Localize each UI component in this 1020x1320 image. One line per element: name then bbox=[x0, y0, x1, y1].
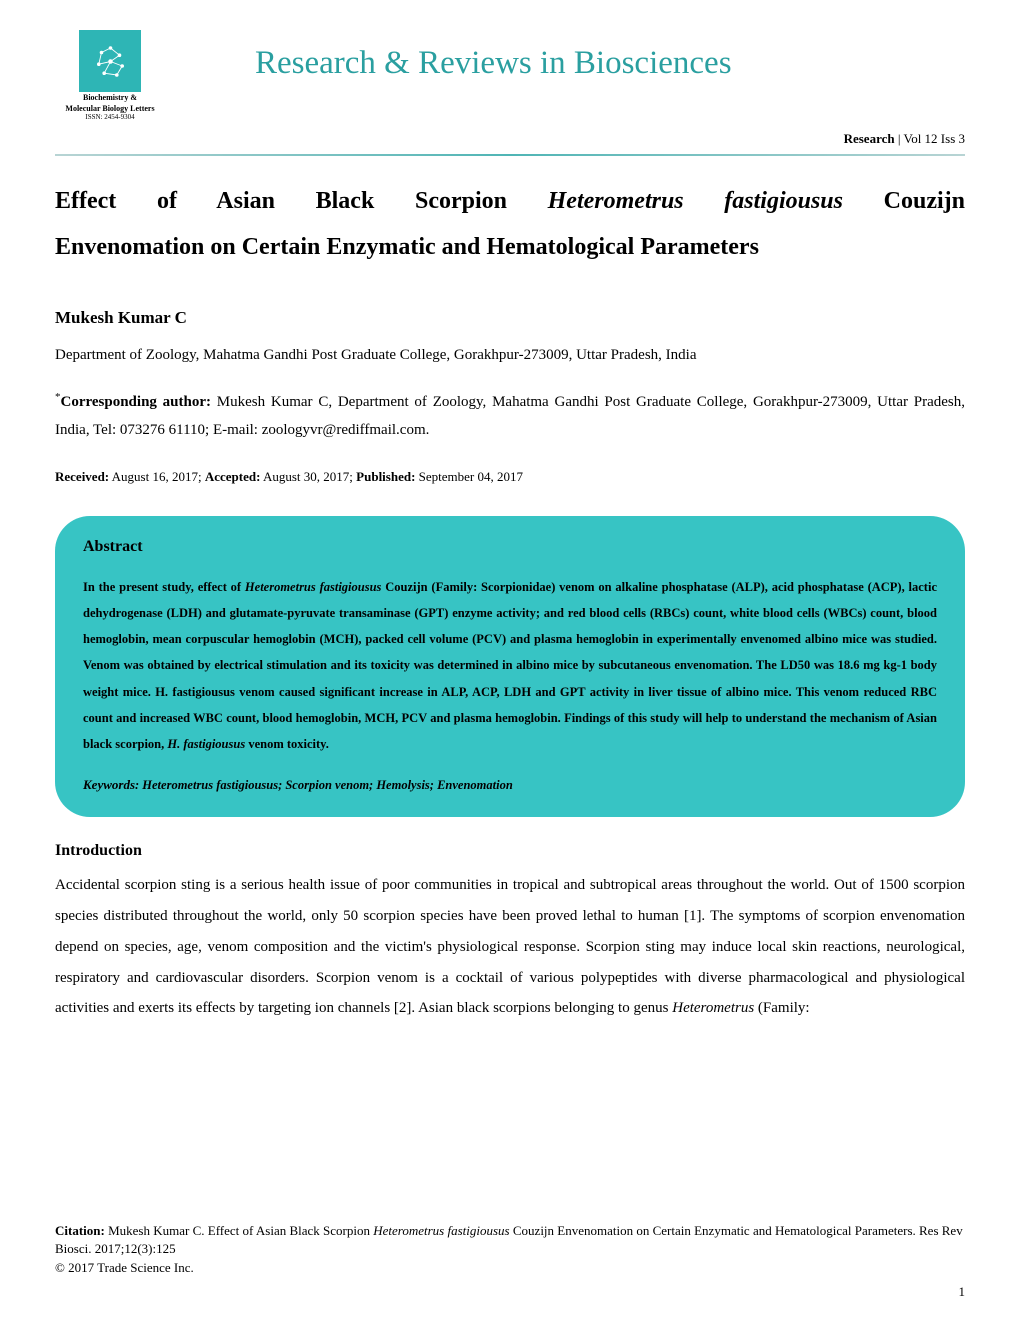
header-divider bbox=[55, 154, 965, 156]
research-rest: | Vol 12 Iss 3 bbox=[895, 131, 965, 146]
abstract-i2: H. fastigiousus bbox=[167, 737, 245, 751]
title-w4: Black bbox=[316, 188, 375, 214]
accepted-label: Accepted: bbox=[205, 469, 261, 484]
logo-text-line1: Biochemistry & bbox=[55, 94, 165, 103]
research-bold: Research bbox=[844, 131, 895, 146]
page-number: 1 bbox=[55, 1284, 965, 1300]
article-title-line2: Envenomation on Certain Enzymatic and He… bbox=[55, 227, 965, 268]
title-w2: of bbox=[157, 188, 177, 214]
abstract-box: Abstract In the present study, effect of… bbox=[55, 516, 965, 818]
intro-p2: (Family: bbox=[754, 1000, 809, 1016]
intro-i1: Heterometrus bbox=[672, 1000, 754, 1016]
logo-block: Biochemistry & Molecular Biology Letters… bbox=[55, 30, 165, 121]
title-w3: Asian bbox=[216, 188, 275, 214]
citation-p1: Mukesh Kumar C. Effect of Asian Black Sc… bbox=[105, 1223, 373, 1238]
copyright: © 2017 Trade Science Inc. bbox=[55, 1260, 965, 1276]
title-w5: Scorpion bbox=[415, 188, 507, 214]
abstract-p1: In the present study, effect of bbox=[83, 580, 245, 594]
journal-title: Research & Reviews in Biosciences bbox=[255, 45, 732, 82]
title-italic: Heterometrus fastigiousus bbox=[548, 188, 843, 214]
title-w1: Effect bbox=[55, 188, 116, 214]
accepted-date: August 30, 2017; bbox=[260, 469, 356, 484]
research-label: Research | Vol 12 Iss 3 bbox=[55, 131, 965, 147]
keywords-label: Keywords bbox=[83, 777, 135, 792]
citation-i1: Heterometrus fastigiousus bbox=[373, 1223, 509, 1238]
author-name: Mukesh Kumar C bbox=[55, 308, 965, 328]
abstract-i1: Heterometrus fastigiousus bbox=[245, 580, 381, 594]
abstract-heading: Abstract bbox=[83, 538, 937, 556]
title-w6: Couzijn bbox=[884, 188, 965, 214]
header-row: Biochemistry & Molecular Biology Letters… bbox=[55, 30, 965, 121]
journal-logo-icon bbox=[79, 30, 141, 92]
intro-p1: Accidental scorpion sting is a serious h… bbox=[55, 877, 965, 1016]
logo-issn: ISSN: 2454-9304 bbox=[55, 114, 165, 122]
abstract-p2: Couzijn (Family: Scorpionidae) venom on … bbox=[83, 580, 937, 752]
affiliation: Department of Zoology, Mahatma Gandhi Po… bbox=[55, 342, 965, 369]
keywords-text: : Heterometrus fastigiousus; Scorpion ve… bbox=[135, 778, 513, 792]
citation: Citation: Mukesh Kumar C. Effect of Asia… bbox=[55, 1222, 965, 1258]
received-label: Received: bbox=[55, 469, 109, 484]
received-date: August 16, 2017; bbox=[109, 469, 205, 484]
abstract-text: In the present study, effect of Heterome… bbox=[83, 574, 937, 758]
citation-label: Citation: bbox=[55, 1223, 105, 1238]
article-title-line1: Effect of Asian Black Scorpion Heteromet… bbox=[55, 181, 965, 222]
keywords-line: Keywords: Heterometrus fastigiousus; Sco… bbox=[83, 777, 937, 793]
introduction-text: Accidental scorpion sting is a serious h… bbox=[55, 870, 965, 1024]
published-label: Published: bbox=[356, 469, 415, 484]
footer-block: Citation: Mukesh Kumar C. Effect of Asia… bbox=[55, 1222, 965, 1300]
published-date: September 04, 2017 bbox=[415, 469, 523, 484]
corresponding-author: *Corresponding author: Mukesh Kumar C, D… bbox=[55, 387, 965, 445]
corresponding-label: Corresponding author: bbox=[61, 394, 212, 410]
abstract-p3: venom toxicity. bbox=[245, 737, 329, 751]
introduction-heading: Introduction bbox=[55, 842, 965, 860]
article-dates: Received: August 16, 2017; Accepted: Aug… bbox=[55, 467, 965, 488]
